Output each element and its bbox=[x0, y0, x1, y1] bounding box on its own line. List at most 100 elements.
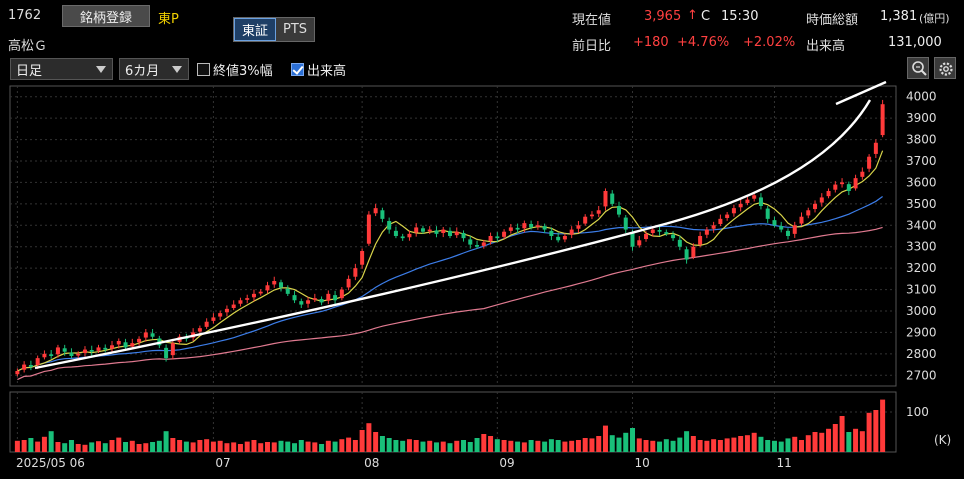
candle-body bbox=[427, 229, 432, 232]
price-tick-label: 3700 bbox=[906, 154, 937, 168]
volume-bar bbox=[210, 441, 216, 452]
volume-bar bbox=[366, 423, 372, 452]
candle-body bbox=[846, 184, 851, 191]
volume-bar bbox=[609, 435, 615, 452]
price-tick-label: 3300 bbox=[906, 240, 937, 254]
candle-body bbox=[143, 332, 148, 338]
candle-body bbox=[137, 338, 142, 343]
candle-body bbox=[96, 347, 101, 351]
volume-bar bbox=[866, 412, 872, 452]
volume-bar bbox=[21, 440, 27, 452]
volume-bar bbox=[177, 440, 183, 452]
volume-bar bbox=[271, 442, 277, 452]
volume-bar bbox=[697, 440, 703, 452]
candle-body bbox=[150, 333, 155, 337]
volume-bar bbox=[535, 440, 541, 452]
volume-bar bbox=[562, 441, 568, 452]
volume-bar bbox=[792, 436, 798, 452]
candle-body bbox=[157, 338, 162, 346]
candle-body bbox=[637, 240, 642, 246]
volume-bar bbox=[873, 410, 879, 452]
candle-body bbox=[360, 251, 365, 265]
tab-tosho[interactable]: 東証 bbox=[234, 18, 277, 41]
date-tick-label: 07 bbox=[215, 456, 230, 470]
volume-bar bbox=[244, 441, 250, 452]
volume-bar bbox=[663, 439, 669, 452]
volume-bar bbox=[89, 442, 95, 452]
candle-body bbox=[819, 197, 824, 203]
tab-pts[interactable]: PTS bbox=[276, 18, 315, 41]
trend-curve bbox=[34, 99, 872, 370]
volume-bar bbox=[717, 440, 723, 452]
volume-bar bbox=[853, 428, 859, 452]
candle-body bbox=[508, 227, 513, 231]
market-label: 東P bbox=[158, 12, 179, 27]
candle-body bbox=[110, 345, 115, 349]
close-flag: C bbox=[701, 9, 711, 24]
candle-body bbox=[623, 217, 628, 230]
volume-checkbox-label: 出来高 bbox=[307, 64, 347, 79]
volume-bar bbox=[589, 438, 595, 452]
volume-bar bbox=[400, 440, 406, 452]
candle-body bbox=[725, 214, 730, 218]
zoom-button[interactable] bbox=[907, 57, 929, 79]
price-tick-label: 2900 bbox=[906, 325, 937, 339]
candle-body bbox=[299, 301, 304, 305]
volume-bar bbox=[319, 444, 325, 452]
checkbox-unchecked-icon bbox=[197, 63, 210, 76]
candle-body bbox=[644, 233, 649, 239]
volume-bar bbox=[251, 440, 257, 452]
volume-unit-label: (K) bbox=[934, 433, 951, 447]
volume-bar bbox=[765, 440, 771, 452]
candle-body bbox=[191, 332, 196, 338]
volume-bar bbox=[183, 441, 189, 452]
candle-body bbox=[28, 365, 33, 367]
volume-bar bbox=[582, 438, 588, 452]
volume-bar bbox=[393, 440, 399, 452]
volume-bar bbox=[379, 436, 385, 452]
volume-bar bbox=[542, 441, 548, 452]
candle-body bbox=[333, 295, 338, 301]
volume-bar bbox=[616, 437, 622, 452]
range-select-value: 6カ月 bbox=[125, 63, 160, 79]
candle-body bbox=[414, 227, 419, 233]
range-select[interactable]: 6カ月 bbox=[119, 58, 189, 80]
volume-bar bbox=[819, 432, 825, 452]
period-select[interactable]: 日足 bbox=[10, 58, 113, 80]
candle-body bbox=[738, 203, 743, 208]
candle-body bbox=[170, 343, 175, 356]
volume-bar bbox=[548, 439, 554, 452]
volume-bar bbox=[744, 435, 750, 452]
candle-body bbox=[89, 350, 94, 352]
candle-body bbox=[535, 225, 540, 227]
candle-body bbox=[731, 208, 736, 214]
candle-body bbox=[833, 184, 838, 190]
date-tick-label: 11 bbox=[776, 456, 791, 470]
candle-body bbox=[306, 300, 311, 304]
ma-mid-line bbox=[17, 196, 883, 372]
exchange-tabs: 東証 PTS bbox=[233, 17, 316, 42]
volume-bar bbox=[724, 438, 730, 452]
change-label: 前日比 bbox=[572, 39, 612, 54]
price-tick-label: 2800 bbox=[906, 347, 937, 361]
volume-bar bbox=[805, 435, 811, 452]
candle-body bbox=[603, 191, 608, 207]
volume-checkbox[interactable]: 出来高 bbox=[291, 60, 346, 79]
price-tick-label: 3000 bbox=[906, 304, 937, 318]
volume-bar bbox=[224, 443, 230, 452]
register-button[interactable]: 銘柄登録 bbox=[62, 5, 150, 27]
close-3pct-checkbox[interactable]: 終値3%幅 bbox=[197, 60, 273, 79]
candle-body bbox=[373, 208, 378, 214]
candle-body bbox=[718, 218, 723, 224]
price-panel bbox=[9, 85, 897, 387]
volume-bar bbox=[461, 440, 467, 452]
volume-bar bbox=[812, 432, 818, 452]
candle-body bbox=[292, 295, 297, 301]
current-price: 3,965 bbox=[644, 9, 682, 24]
volume-bar bbox=[785, 438, 791, 452]
candle-body bbox=[562, 236, 567, 240]
candle-body bbox=[164, 347, 169, 359]
settings-button[interactable] bbox=[934, 57, 956, 79]
volume-bar bbox=[474, 438, 480, 452]
candle-body bbox=[177, 336, 182, 342]
